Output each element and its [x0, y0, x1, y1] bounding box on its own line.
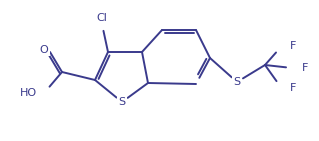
Text: Cl: Cl — [97, 13, 108, 23]
Text: O: O — [40, 45, 48, 55]
Text: F: F — [290, 41, 296, 51]
Text: HO: HO — [19, 88, 37, 98]
Text: S: S — [234, 77, 241, 87]
Text: S: S — [118, 97, 126, 107]
Text: F: F — [302, 63, 308, 73]
Text: F: F — [290, 83, 296, 93]
